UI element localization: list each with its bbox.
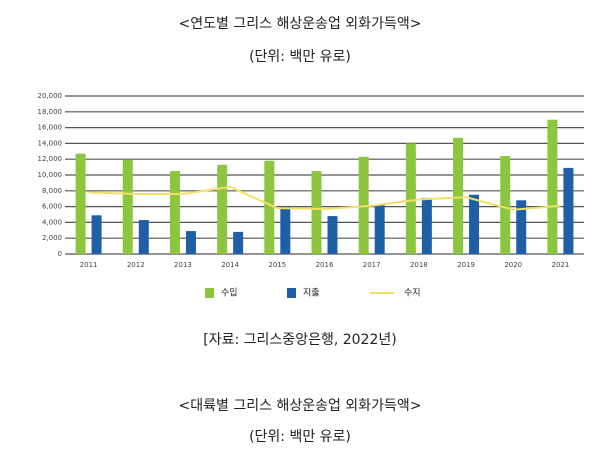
chart-title: <연도별 그리스 해상운송업 외화가득액> (179, 16, 422, 32)
bar (421, 197, 432, 254)
section-title: <대륙별 그리스 해상운송업 외화가득액> (179, 398, 422, 414)
bar (280, 206, 291, 254)
bar (233, 231, 244, 254)
bar (453, 137, 464, 254)
bar (122, 159, 133, 254)
bar (516, 200, 527, 254)
bar (217, 164, 228, 254)
bar (327, 216, 338, 254)
x-tick-label: 2017 (363, 261, 381, 269)
legend-label: 지출 (303, 288, 320, 299)
bar (185, 231, 196, 254)
legend-label: 수지 (404, 288, 421, 299)
bar (91, 215, 102, 254)
x-tick-label: 2016 (316, 261, 334, 269)
legend-swatch (287, 288, 296, 298)
x-tick-label: 2013 (174, 261, 192, 269)
y-tick-label: 4,000 (42, 218, 62, 226)
bar (405, 143, 416, 254)
y-tick-label: 12,000 (38, 155, 63, 163)
section-subtitle: (단위: 백만 유로) (249, 429, 351, 445)
x-tick-label: 2020 (504, 261, 522, 269)
bar (563, 167, 574, 254)
x-tick-label: 2019 (457, 261, 475, 269)
bar (469, 194, 480, 254)
x-tick-label: 2014 (221, 261, 239, 269)
y-tick-label: 14,000 (38, 139, 63, 147)
x-tick-label: 2021 (551, 261, 569, 269)
bar (500, 156, 511, 254)
legend-label: 수입 (221, 287, 238, 299)
bar (264, 160, 275, 254)
legend-swatch (205, 288, 214, 298)
y-tick-label: 16,000 (38, 124, 63, 132)
bar (547, 119, 558, 254)
bar (138, 220, 149, 254)
chart-subtitle: (단위: 백만 유로) (249, 49, 351, 65)
x-tick-label: 2011 (80, 261, 98, 269)
y-tick-label: 18,000 (38, 108, 63, 116)
y-tick-label: 0 (58, 250, 62, 258)
y-tick-label: 8,000 (42, 187, 62, 195)
x-tick-label: 2015 (268, 261, 286, 269)
y-tick-label: 6,000 (42, 203, 62, 211)
bar (169, 171, 180, 254)
y-tick-label: 10,000 (38, 171, 63, 179)
bar (311, 171, 322, 254)
source: [자료: 그리스중앙은행, 2022년) (203, 332, 396, 348)
bar (374, 205, 385, 254)
line (88, 185, 561, 211)
x-tick-label: 2012 (127, 261, 145, 269)
y-tick-label: 2,000 (42, 234, 62, 242)
bar (75, 153, 86, 254)
x-tick-label: 2018 (410, 261, 428, 269)
y-tick-label: 20,000 (38, 92, 63, 100)
